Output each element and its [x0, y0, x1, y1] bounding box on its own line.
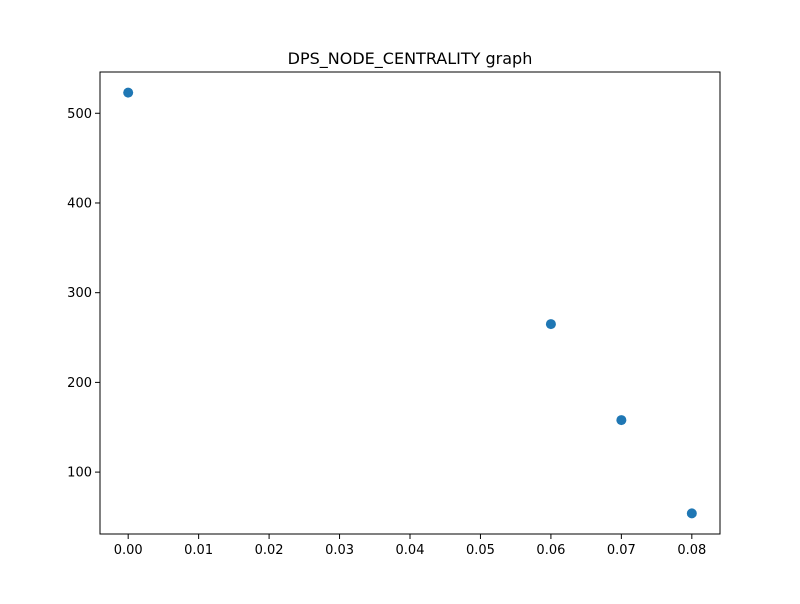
data-point [616, 415, 627, 426]
y-tick-label: 300 [67, 286, 92, 301]
data-point [545, 319, 556, 330]
y-tick-label: 500 [67, 107, 92, 122]
data-point [686, 508, 697, 519]
y-tick-label: 200 [67, 376, 92, 391]
x-tick-label: 0.05 [466, 543, 495, 558]
x-tick-label: 0.07 [607, 543, 636, 558]
y-tick-label: 400 [67, 196, 92, 211]
x-tick-label: 0.06 [536, 543, 565, 558]
y-axis: 100 200 300 400 500 [67, 107, 100, 481]
x-tick-label: 0.03 [325, 543, 354, 558]
x-tick-label: 0.08 [677, 543, 706, 558]
y-tick-label: 100 [67, 466, 92, 481]
x-tick-label: 0.01 [184, 543, 213, 558]
data-points [123, 87, 697, 519]
data-point [123, 87, 134, 98]
x-tick-label: 0.00 [114, 543, 143, 558]
x-tick-label: 0.04 [396, 543, 425, 558]
x-axis: 0.00 0.01 0.02 0.03 0.04 0.05 0.06 0.07 0.08 [114, 534, 706, 558]
x-tick-label: 0.02 [255, 543, 284, 558]
chart-title: DPS_NODE_CENTRALITY graph [288, 49, 533, 69]
plot-frame [99, 71, 721, 535]
